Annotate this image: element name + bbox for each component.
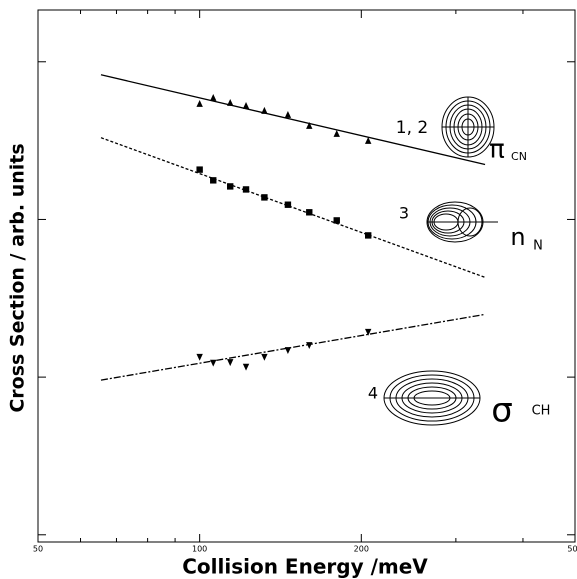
marker bbox=[242, 186, 250, 193]
marker bbox=[306, 122, 313, 129]
marker bbox=[284, 347, 292, 354]
marker bbox=[333, 129, 340, 137]
orbital-sigma-ch bbox=[383, 370, 481, 426]
marker bbox=[261, 353, 268, 361]
orbital-n-n bbox=[426, 201, 498, 243]
marker bbox=[333, 217, 340, 224]
marker bbox=[196, 353, 203, 361]
marker bbox=[210, 93, 217, 101]
marker bbox=[242, 101, 250, 109]
annotation: σ bbox=[491, 391, 513, 431]
marker bbox=[261, 194, 268, 201]
annotation: CN bbox=[511, 150, 527, 163]
y-axis-label: Cross Section / arb. units bbox=[7, 143, 29, 412]
marker bbox=[284, 110, 292, 118]
fit-line bbox=[100, 137, 486, 279]
plot-frame bbox=[37, 9, 576, 543]
marker bbox=[364, 136, 372, 144]
x-tick-label: 100 bbox=[192, 545, 207, 554]
annotation: π bbox=[489, 135, 505, 165]
annotation: n bbox=[510, 223, 525, 251]
annotation: 4 bbox=[368, 384, 378, 403]
annotation: CH bbox=[532, 404, 551, 419]
marker bbox=[364, 232, 372, 239]
annotation: 3 bbox=[399, 204, 409, 223]
marker bbox=[364, 328, 372, 336]
x-tick-label: 50 bbox=[33, 545, 43, 554]
marker bbox=[284, 201, 292, 208]
marker bbox=[210, 359, 217, 367]
x-axis-label: Collision Energy /meV bbox=[182, 555, 428, 579]
marker bbox=[196, 100, 203, 107]
orbital-pi-cn bbox=[441, 96, 495, 158]
marker bbox=[227, 359, 234, 367]
x-tick-label: 200 bbox=[354, 545, 369, 554]
marker bbox=[306, 209, 313, 216]
marker bbox=[261, 106, 268, 114]
marker bbox=[227, 183, 234, 190]
annotation: 1, 2 bbox=[396, 118, 428, 138]
marker bbox=[306, 342, 313, 350]
marker bbox=[196, 166, 203, 173]
marker bbox=[242, 363, 250, 371]
fit-line bbox=[100, 74, 486, 166]
fit-line bbox=[100, 313, 486, 381]
annotation: N bbox=[533, 239, 543, 254]
marker bbox=[210, 177, 217, 184]
x-tick-label: 500 bbox=[567, 545, 577, 554]
marker bbox=[227, 99, 234, 106]
